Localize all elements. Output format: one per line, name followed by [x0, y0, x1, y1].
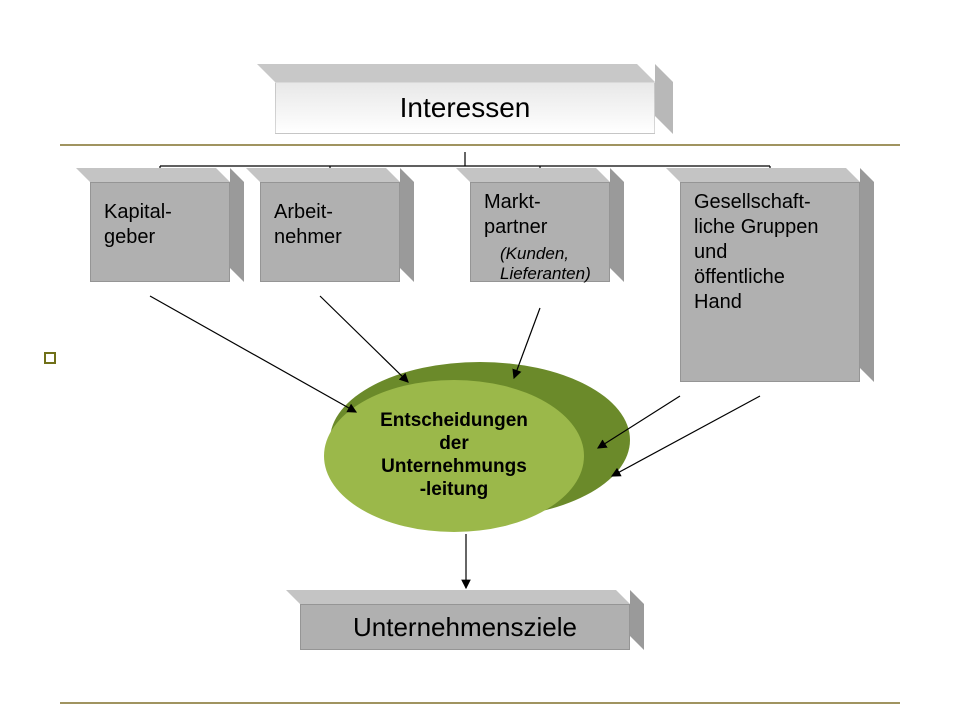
stakeholder-label-kapital: Kapital- geber	[104, 200, 172, 250]
slide-bullet	[44, 352, 56, 364]
stakeholder-sublabel-markt: (Kunden, Lieferanten)	[500, 244, 591, 285]
divider-top	[60, 144, 900, 146]
stakeholder-label-gesell: Gesellschaft- liche Gruppen und öffentli…	[694, 190, 819, 315]
stakeholder-label-arbeit: Arbeit- nehmer	[274, 200, 342, 250]
divider-bottom	[60, 702, 900, 704]
center-label: Entscheidungen der Unternehmungs -leitun…	[324, 380, 584, 532]
stakeholder-label-markt: Markt- partner	[484, 190, 547, 240]
diagram-stage: Interessen Kapital- geber Arbeit- nehmer…	[0, 0, 960, 720]
title-label: Interessen	[275, 82, 655, 134]
goals-label: Unternehmensziele	[300, 604, 630, 650]
